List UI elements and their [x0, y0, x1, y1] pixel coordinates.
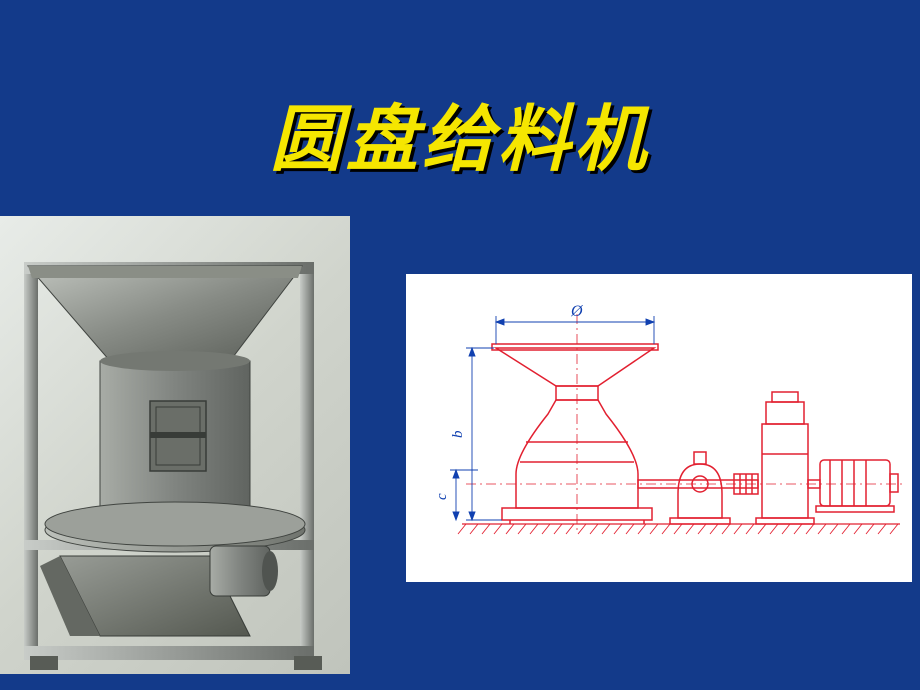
- technical-diagram: Ø b c: [406, 274, 912, 582]
- dim-c: c: [434, 493, 450, 500]
- dim-diameter: Ø: [570, 303, 584, 320]
- technical-diagram-svg: Ø b c: [406, 274, 912, 582]
- machine-photo-svg: [0, 216, 350, 674]
- dim-b: b: [450, 430, 466, 438]
- machine-photo: [0, 216, 350, 674]
- slide-title: 圆盘给料机: [0, 80, 920, 185]
- ground-hatching: [458, 524, 898, 534]
